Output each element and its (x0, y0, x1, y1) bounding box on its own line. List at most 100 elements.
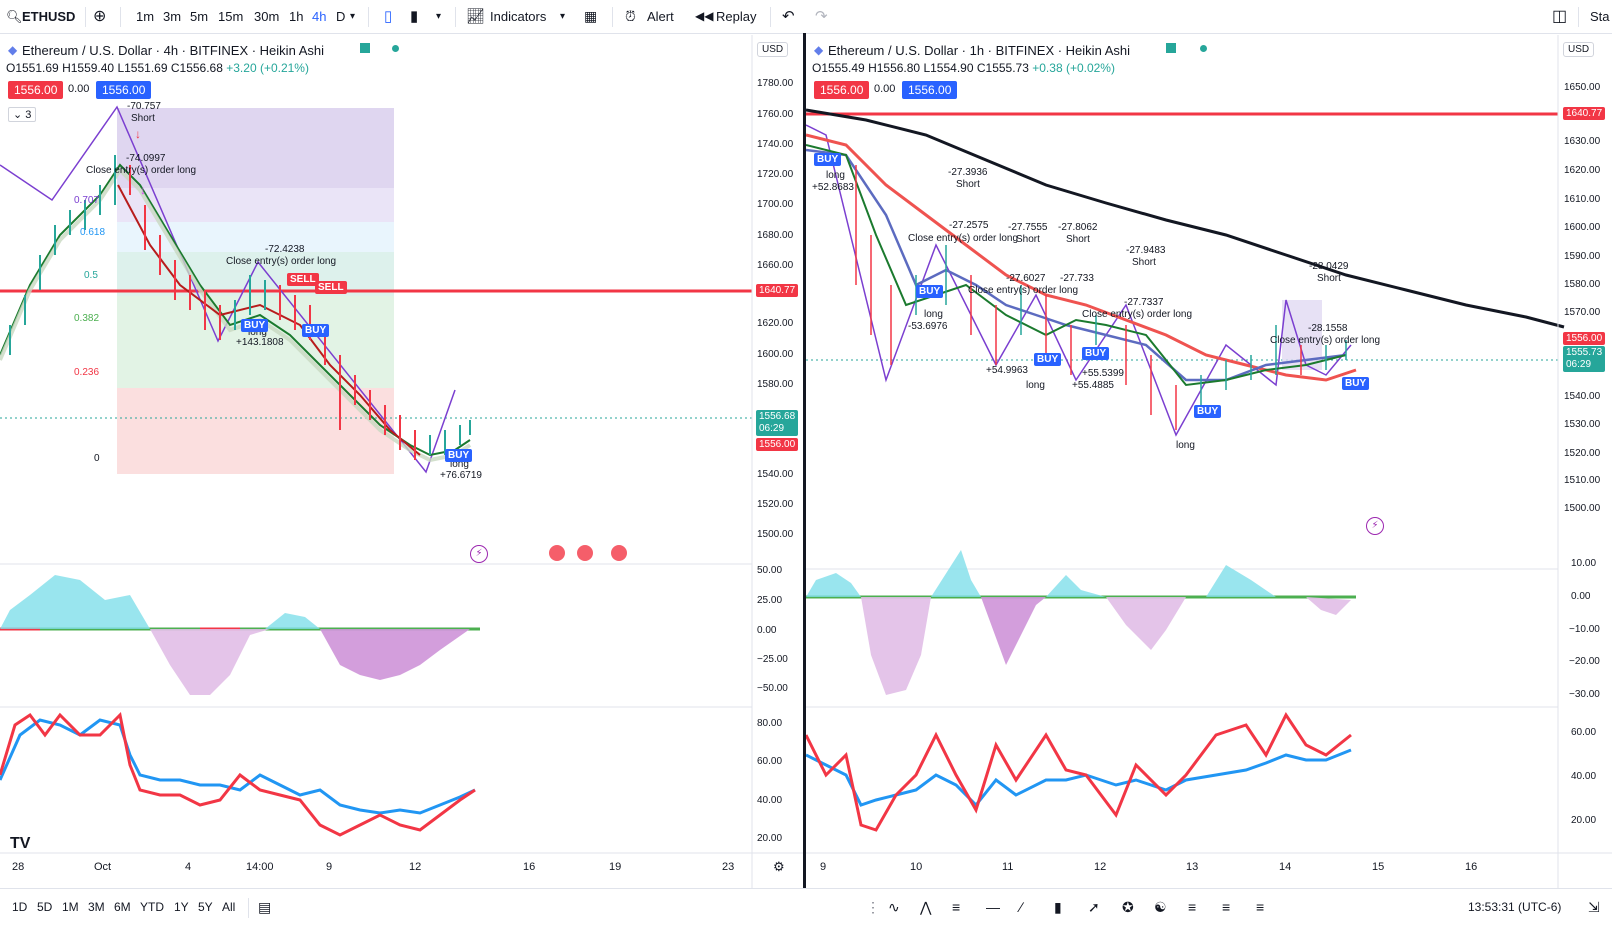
buy-signal-badge[interactable]: BUY (814, 153, 842, 166)
trade-annotation: -27.8062 (1058, 222, 1098, 233)
interval-d[interactable]: D (336, 9, 346, 24)
undo-icon[interactable]: ↶ (782, 8, 795, 25)
parallel-channel-icon[interactable]: ≡ (952, 899, 961, 915)
interval-4h[interactable]: 4h (312, 9, 327, 24)
buy-signal-badge[interactable]: BUY (1034, 353, 1062, 366)
gann-fan-icon[interactable]: ≡ (1256, 899, 1265, 915)
clock-timezone[interactable]: 13:53:31 (UTC-6) (1468, 900, 1562, 914)
currency-selector[interactable]: USD (757, 42, 789, 57)
calendar-range-icon[interactable]: ▤ (258, 899, 272, 915)
range-all[interactable]: All (222, 900, 236, 914)
fib-channel-icon[interactable]: ≡ (1188, 899, 1197, 915)
buy-signal-badge[interactable]: BUY (1082, 347, 1110, 360)
range-3m[interactable]: 3M (88, 900, 105, 914)
range-1m[interactable]: 1M (62, 900, 79, 914)
range-1d[interactable]: 1D (12, 900, 28, 914)
trade-annotation: Short (131, 113, 155, 124)
rsi-tick: 40.00 (757, 795, 783, 806)
sell-price-button[interactable]: 1556.00 (8, 81, 64, 99)
rsi-tick: 20.00 (757, 833, 783, 844)
right-chart-pane[interactable]: ◆ Ethereum / U.S. Dollar · 1h · BITFINEX… (806, 35, 1612, 888)
interval-1h[interactable]: 1h (289, 9, 304, 24)
buy-signal-badge[interactable]: BUY (1342, 377, 1370, 390)
indicator-count: 3 (25, 109, 32, 121)
interval-1m[interactable]: 1m (136, 9, 155, 24)
candles-icon[interactable]: ▯ (384, 8, 393, 25)
ray-tool-icon[interactable]: ➚ (1088, 899, 1100, 915)
buy-signal-badge[interactable]: BUY (302, 324, 330, 337)
chevron-down-icon[interactable]: ▾ (350, 11, 356, 22)
us-flag-event-icon[interactable] (611, 545, 627, 561)
redo-icon[interactable]: ↷ (815, 8, 828, 25)
settings-gear-icon[interactable]: ⚙ (773, 859, 785, 874)
xabcd-pattern-icon[interactable]: ✪ (1122, 899, 1134, 915)
trade-annotation: -74.0997 (126, 153, 166, 164)
interval-3m[interactable]: 3m (163, 9, 182, 24)
replay-button[interactable]: Replay (716, 9, 757, 24)
interval-15m[interactable]: 15m (218, 9, 244, 24)
horizontal-line-tool-icon[interactable]: — (986, 899, 1000, 915)
search-icon[interactable]: 🔍︎ (6, 9, 23, 24)
osc-tick: −50.00 (757, 683, 788, 694)
buy-signal-badge[interactable]: BUY (916, 285, 944, 298)
pane-divider[interactable] (803, 33, 806, 888)
bar-chart-icon[interactable]: ▮ (410, 8, 419, 25)
sell-signal-badge[interactable]: SELL (287, 273, 319, 286)
fullscreen-icon[interactable]: ⇲ (1588, 899, 1600, 915)
buy-signal-badge[interactable]: BUY (445, 449, 473, 462)
fib-retracement-icon[interactable]: ≡ (1222, 899, 1231, 915)
chevron-down-icon[interactable]: ▾ (560, 11, 566, 22)
flag-icon[interactable] (1166, 43, 1176, 53)
close-value: C1555.73 (976, 61, 1029, 75)
trend-line-tool-icon[interactable]: ∕ (1020, 899, 1023, 915)
chevron-down-icon[interactable]: ▾ (436, 11, 442, 22)
alarm-clock-icon[interactable]: ⏰︎ (625, 8, 636, 24)
price-tick: 1520.00 (1564, 448, 1601, 459)
fib-spiral-icon[interactable]: ☯ (1154, 899, 1167, 915)
rsi-tick: 80.00 (757, 718, 783, 729)
alert-button[interactable]: Alert (647, 9, 674, 24)
interval-5m[interactable]: 5m (190, 9, 209, 24)
flag-icon[interactable] (360, 43, 370, 53)
bar-countdown: 06:29 (759, 423, 785, 434)
sell-price-button[interactable]: 1556.00 (814, 81, 870, 99)
us-flag-event-icon[interactable] (577, 545, 593, 561)
pattern-tool-icon[interactable]: ⋀ (920, 899, 932, 915)
range-1y[interactable]: 1Y (174, 900, 189, 914)
rewind-icon[interactable]: ◀◀ (695, 9, 714, 23)
bars-pattern-icon[interactable]: ▮ (1054, 899, 1062, 915)
sell-signal-badge[interactable]: SELL (315, 281, 347, 294)
buy-signal-badge[interactable]: BUY (241, 319, 269, 332)
zigzag-tool-icon[interactable]: ∿ (888, 899, 900, 915)
open-value: O1555.49 (812, 61, 865, 75)
chart-title[interactable]: Ethereum / U.S. Dollar · 4h · BITFINEX ·… (22, 43, 324, 58)
range-5y[interactable]: 5Y (198, 900, 213, 914)
currency-selector[interactable]: USD (1563, 42, 1595, 57)
range-6m[interactable]: 6M (114, 900, 131, 914)
range-5d[interactable]: 5D (37, 900, 53, 914)
lightning-event-icon[interactable]: ⚡︎ (470, 545, 488, 563)
chart-title[interactable]: Ethereum / U.S. Dollar · 1h · BITFINEX ·… (828, 43, 1130, 58)
left-chart-pane[interactable]: ◆ Ethereum / U.S. Dollar · 4h · BITFINEX… (0, 35, 803, 888)
time-tick: 16 (1465, 861, 1478, 873)
indicators-collapse-button[interactable]: ⌄ 3 (8, 107, 37, 122)
indicators-button[interactable]: Indicators (490, 9, 547, 24)
drag-handle-icon[interactable]: ⋮ (866, 899, 880, 915)
layout-grid-icon[interactable]: ▦ (584, 8, 598, 24)
buy-price-button[interactable]: 1556.00 (96, 81, 152, 99)
interval-30m[interactable]: 30m (254, 9, 280, 24)
buy-signal-badge[interactable]: BUY (1194, 405, 1222, 418)
price-tick: 1540.00 (757, 469, 794, 480)
indicators-icon[interactable]: 📈︎ (466, 8, 486, 25)
price-tick: 1620.00 (1564, 165, 1601, 176)
tradingview-logo[interactable]: TV (10, 835, 31, 852)
range-ytd[interactable]: YTD (140, 900, 164, 914)
buy-price-button[interactable]: 1556.00 (902, 81, 958, 99)
trade-annotation: -27.7337 (1124, 297, 1164, 308)
lightning-event-icon[interactable]: ⚡︎ (1366, 517, 1384, 535)
compare-symbol-icon[interactable]: ⊕ (93, 8, 107, 25)
trade-annotation: +54.9963 (986, 365, 1028, 376)
panel-layout-icon[interactable]: ◫ (1552, 8, 1568, 25)
us-flag-event-icon[interactable] (549, 545, 565, 561)
symbol-search-button[interactable]: ETHUSD (22, 9, 76, 24)
